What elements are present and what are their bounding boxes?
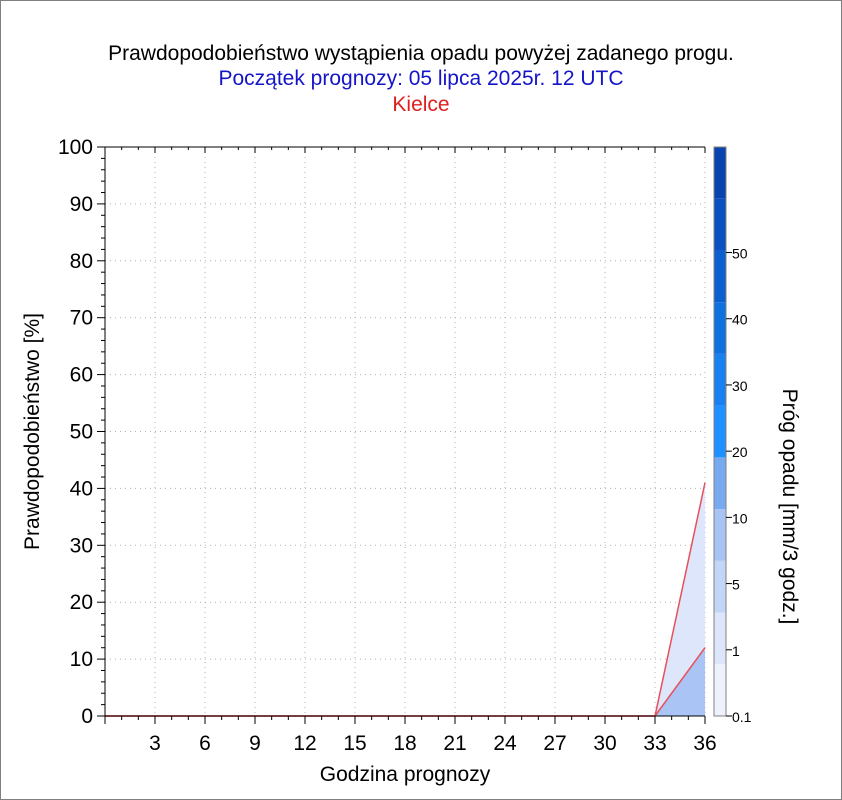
y-tick-label: 10 bbox=[70, 648, 93, 671]
colorbar-segment bbox=[714, 612, 726, 665]
colorbar-tick-label: 50 bbox=[732, 246, 748, 262]
x-tick-label: 27 bbox=[543, 732, 566, 755]
y-tick-label: 40 bbox=[70, 477, 93, 500]
y-tick-label: 70 bbox=[70, 307, 93, 330]
colorbar-segment bbox=[714, 405, 726, 458]
y-tick-label: 60 bbox=[70, 364, 93, 387]
x-tick-label: 30 bbox=[593, 732, 616, 755]
chart-location: Kielce bbox=[392, 93, 450, 116]
colorbar-segment bbox=[714, 198, 726, 251]
colorbar-segment bbox=[714, 147, 726, 199]
y-tick-label: 90 bbox=[70, 193, 93, 216]
colorbar-segment bbox=[714, 250, 726, 303]
colorbar-segment bbox=[714, 457, 726, 510]
colorbar-tick-label: 40 bbox=[732, 312, 748, 328]
y-tick-label: 30 bbox=[70, 534, 93, 557]
colorbar-tick-label: 0.1 bbox=[732, 709, 752, 725]
x-tick-label: 15 bbox=[343, 732, 366, 755]
y-tick-label: 0 bbox=[81, 705, 93, 728]
chart-subtitle: Początek prognozy: 05 lipca 2025r. 12 UT… bbox=[218, 67, 624, 90]
y-tick-label: 20 bbox=[70, 591, 93, 614]
x-tick-label: 33 bbox=[643, 732, 666, 755]
colorbar-tick-label: 5 bbox=[732, 577, 740, 593]
colorbar-segment bbox=[714, 560, 726, 613]
chart-title: Prawdopodobieństwo wystąpienia opadu pow… bbox=[108, 42, 734, 65]
colorbar-segment bbox=[714, 509, 726, 561]
y-axis-title: Prawdopodobieństwo [%] bbox=[21, 313, 44, 550]
x-tick-label: 21 bbox=[443, 732, 466, 755]
y-tick-label: 50 bbox=[70, 421, 93, 444]
x-tick-label: 3 bbox=[149, 732, 161, 755]
colorbar-segment bbox=[714, 302, 726, 354]
colorbar-segment bbox=[714, 664, 726, 716]
x-axis-title: Godzina prognozy bbox=[320, 763, 491, 786]
x-tick-label: 12 bbox=[293, 732, 316, 755]
y-tick-label: 100 bbox=[58, 136, 93, 159]
colorbar-segment bbox=[714, 353, 726, 406]
colorbar-tick-label: 20 bbox=[732, 444, 748, 460]
colorbar-tick-label: 30 bbox=[732, 378, 748, 394]
colorbar-tick-label: 10 bbox=[732, 510, 748, 526]
x-tick-label: 9 bbox=[249, 732, 261, 755]
x-tick-label: 18 bbox=[393, 732, 416, 755]
colorbar-title: Próg opadu [mm/3 godz.] bbox=[778, 389, 801, 625]
x-tick-label: 36 bbox=[693, 732, 716, 755]
x-tick-label: 6 bbox=[199, 732, 211, 755]
y-tick-label: 80 bbox=[70, 250, 93, 273]
x-tick-label: 24 bbox=[493, 732, 517, 755]
colorbar-tick-label: 1 bbox=[732, 643, 740, 659]
colorbar-border bbox=[713, 146, 727, 717]
